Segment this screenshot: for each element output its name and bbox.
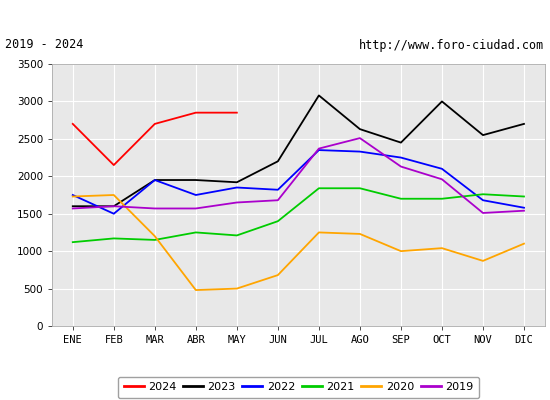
Text: Evolucion Nº Turistas Extranjeros en el municipio de Vilafranca del Penedès: Evolucion Nº Turistas Extranjeros en el …	[8, 8, 542, 22]
Legend: 2024, 2023, 2022, 2021, 2020, 2019: 2024, 2023, 2022, 2021, 2020, 2019	[118, 377, 479, 398]
Text: http://www.foro-ciudad.com: http://www.foro-ciudad.com	[359, 38, 544, 52]
Text: 2019 - 2024: 2019 - 2024	[6, 38, 84, 52]
